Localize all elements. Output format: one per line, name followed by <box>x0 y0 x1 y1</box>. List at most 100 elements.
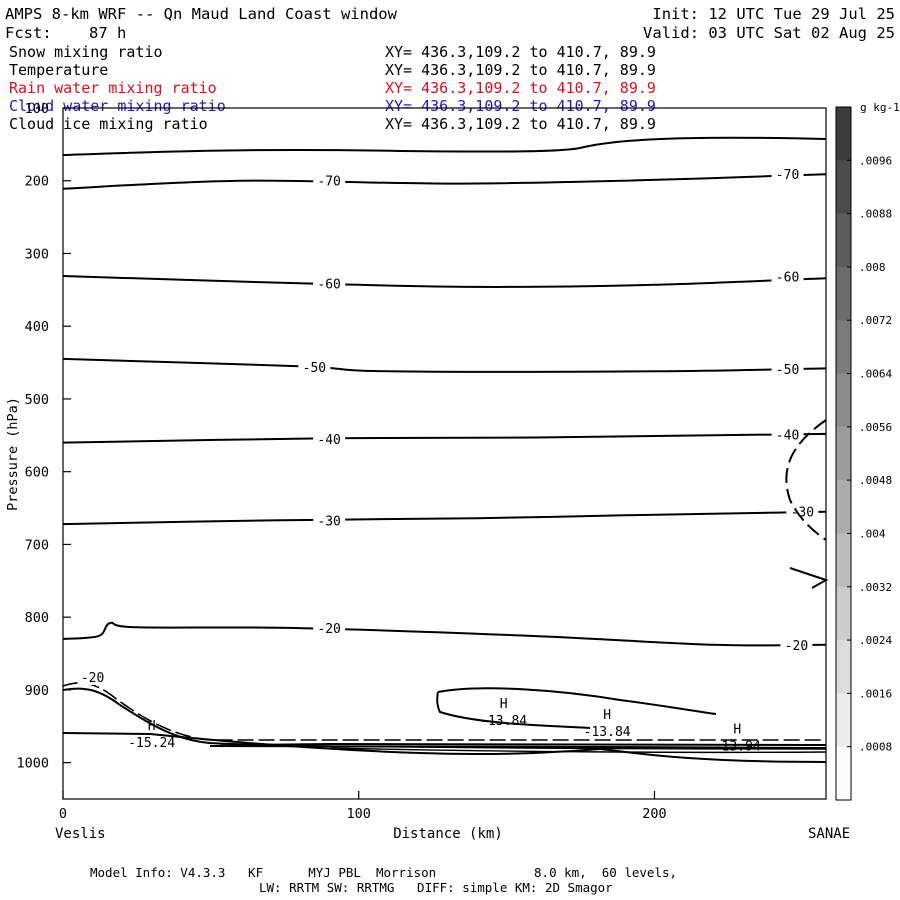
colorbar-swatch <box>836 107 851 161</box>
near-surface-isotherm-label: -20 <box>81 671 104 686</box>
y-tick-label: 500 <box>25 392 49 408</box>
isotherm-label-mask <box>771 268 804 285</box>
y-tick-label: 1000 <box>16 756 49 772</box>
colorbar-tick-label: .0016 <box>859 687 892 700</box>
isotherm-label-mask <box>771 166 804 183</box>
colorbar-swatch <box>836 533 851 588</box>
extremum-value: -15.24 <box>128 736 175 751</box>
header-init: Init: 12 UTC Tue 29 Jul 25 <box>652 5 895 23</box>
x-right-endpoint-label: SANAE <box>808 826 850 842</box>
colorbar-unit: g kg-1 <box>860 101 900 114</box>
footer-model-info: Model Info: V4.3.3 KF MYJ PBL Morrison 8… <box>90 865 677 880</box>
y-tick-label: 200 <box>25 174 49 190</box>
isotherm-label-mask <box>298 358 331 375</box>
colorbar-swatch <box>836 160 851 215</box>
terrain-outline-upper <box>62 682 826 741</box>
field-xy: XY= 436.3,109.2 to 410.7, 89.9 <box>385 79 656 97</box>
colorbar-swatch <box>836 586 851 641</box>
colorbar-tick-label: .0072 <box>859 314 892 327</box>
colorbar-swatch <box>836 266 851 321</box>
terrain-lower-band <box>219 743 827 754</box>
y-tick-label: 900 <box>25 683 49 699</box>
x-tick-label: 0 <box>59 806 67 822</box>
isotherm-label: -20 <box>785 639 808 654</box>
cloud-water-wedge <box>789 567 829 589</box>
near-surface-label-mask <box>77 669 108 685</box>
extremum-marker: H <box>733 723 741 738</box>
isotherm-label: -60 <box>776 271 799 286</box>
x-left-endpoint-label: Veslis <box>55 826 106 842</box>
colorbar-tick-label: .0088 <box>859 208 892 221</box>
colorbar-tick-label: .0008 <box>859 741 892 754</box>
field-xy: XY= 436.3,109.2 to 410.7, 89.9 <box>385 97 656 115</box>
x-tick-label: 100 <box>347 806 371 822</box>
footer-physics-info: LW: RRTM SW: RRTMG DIFF: simple KM: 2D S… <box>259 880 613 895</box>
colorbar-swatch <box>836 746 851 801</box>
isotherm-label: -70 <box>776 168 799 183</box>
extremum-value: -13.84 <box>480 714 527 729</box>
isotherm-label-mask <box>313 430 346 447</box>
x-axis-label: Distance (km) <box>393 826 503 842</box>
isotherm-line <box>62 357 827 373</box>
colorbar-tick-label: .0064 <box>859 368 892 381</box>
colorbar-tick-label: .0032 <box>859 581 892 594</box>
isotherm-label-mask <box>786 503 819 520</box>
y-axis: 100 200 300 400 500 600 700 800 900 1000 <box>16 101 71 772</box>
isotherm-label-mask <box>771 361 804 378</box>
colorbar-swatch <box>836 480 851 534</box>
field-name: Rain water mixing ratio <box>9 79 217 97</box>
isotherm-label-mask <box>313 172 346 189</box>
isotherm-label: -30 <box>317 514 340 529</box>
isotherm-label-mask <box>313 275 346 292</box>
x-tick-label: 200 <box>642 806 666 822</box>
header-title: AMPS 8-km WRF -- Qn Maud Land Coast wind… <box>5 5 398 23</box>
colorbar-tick-label: .0048 <box>859 474 892 487</box>
warm-pocket-contour <box>436 687 717 729</box>
extremum-value: -13.84 <box>584 725 631 740</box>
y-tick-label: 100 <box>25 101 49 117</box>
colorbar-tick-label: .004 <box>859 527 886 540</box>
isotherm-label-mask <box>771 426 804 443</box>
isotherm-top-boundary <box>62 136 827 156</box>
colorbar-swatch <box>836 373 851 428</box>
colorbar-swatch <box>836 213 851 268</box>
near-surface-features <box>62 136 829 763</box>
field-name: Snow mixing ratio <box>9 43 163 61</box>
isotherm-contours: -70 -70-60 -60-50 -50-40 -40-30-30-20-20 <box>62 166 827 654</box>
extremum-marker: H <box>148 719 156 734</box>
header-valid: Valid: 03 UTC Sat 02 Aug 25 <box>643 24 895 42</box>
isotherm-label: -50 <box>776 363 799 378</box>
y-tick-label: 600 <box>25 465 49 481</box>
y-axis-label: Pressure (hPa) <box>5 397 21 511</box>
temperature-extrema: H -15.24 H -13.84 H -13.84 H -13.94 -20 <box>77 669 761 755</box>
header-forecast: Fcst: 87 h <box>5 24 126 42</box>
colorbar-swatch <box>836 426 851 481</box>
field-xy: XY= 436.3,109.2 to 410.7, 89.9 <box>385 115 656 133</box>
extremum-marker: H <box>603 708 611 723</box>
colorbar-tick-label: .0056 <box>859 421 892 434</box>
y-tick-label: 800 <box>25 610 49 626</box>
colorbar-swatch <box>836 320 851 375</box>
cloud-water-dashed <box>785 419 827 541</box>
isotherm-line <box>62 621 827 647</box>
isotherm-label: -60 <box>317 277 340 292</box>
y-tick-label: 700 <box>25 537 49 553</box>
isotherm-line <box>62 432 827 444</box>
field-xy: XY= 436.3,109.2 to 410.7, 89.9 <box>385 43 656 61</box>
isotherm-label: -70 <box>317 175 340 190</box>
field-name: Temperature <box>9 61 108 79</box>
isotherm-line <box>62 275 827 288</box>
extremum-marker: H <box>500 697 508 712</box>
isotherm-line <box>62 173 827 190</box>
isotherm-label: -40 <box>317 433 340 448</box>
isotherm-label-mask <box>313 620 346 637</box>
plot-frame <box>62 107 827 800</box>
isotherm-label: -20 <box>317 622 340 637</box>
colorbar-tick-label: .0096 <box>859 154 892 167</box>
x-axis: 0 100 200 <box>59 791 667 822</box>
isotherm-label: -40 <box>776 429 799 444</box>
colorbar-swatch <box>836 640 851 694</box>
extremum-value: -13.94 <box>714 740 761 755</box>
y-tick-label: 300 <box>25 246 49 262</box>
